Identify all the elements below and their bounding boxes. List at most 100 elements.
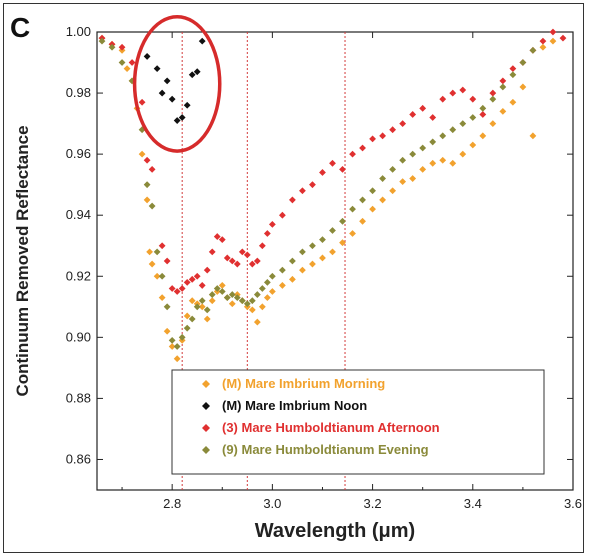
data-point (319, 169, 326, 176)
data-point (188, 71, 196, 79)
data-point (228, 257, 236, 265)
data-point (278, 211, 286, 219)
data-point (173, 288, 181, 295)
x-tick-label: 3.4 (464, 496, 482, 511)
data-point (188, 315, 196, 323)
highlight-ellipse (132, 14, 222, 153)
data-point (253, 291, 261, 298)
data-point (128, 59, 136, 66)
data-point (359, 196, 366, 204)
data-point (379, 175, 386, 182)
data-point (389, 187, 397, 195)
data-point (369, 187, 376, 195)
y-tick-label: 1.00 (66, 24, 91, 39)
data-point (183, 312, 191, 320)
data-point (299, 248, 306, 256)
y-tick-label: 0.90 (66, 329, 91, 344)
data-point (519, 59, 527, 66)
x-tick-label: 3.0 (263, 496, 281, 511)
data-point (309, 260, 316, 268)
data-point (399, 178, 407, 186)
data-point (178, 333, 186, 341)
data-point (439, 156, 447, 164)
data-point (163, 77, 171, 85)
data-point (499, 107, 507, 115)
data-point (529, 46, 537, 54)
data-point (218, 288, 226, 295)
data-point (309, 181, 316, 189)
data-point (419, 166, 427, 173)
panel-label: C (10, 12, 31, 43)
legend-marker (202, 446, 210, 454)
data-point (479, 111, 487, 118)
data-point (309, 242, 316, 250)
x-tick-label: 2.8 (163, 496, 181, 511)
data-point (359, 144, 366, 152)
data-point (188, 297, 196, 305)
data-point (389, 126, 397, 134)
data-point (118, 43, 126, 51)
data-point (369, 205, 376, 213)
data-point (509, 65, 517, 73)
data-point (198, 37, 206, 45)
y-tick-label: 0.88 (66, 390, 91, 405)
data-point (519, 83, 527, 91)
data-point (329, 248, 336, 256)
data-point (489, 120, 497, 127)
data-point (158, 294, 166, 302)
data-point (289, 275, 296, 283)
data-point (339, 217, 346, 225)
data-point (243, 251, 251, 259)
data-point (529, 132, 537, 140)
data-point (233, 294, 241, 302)
data-point (289, 257, 296, 265)
data-point (238, 297, 246, 305)
data-point (349, 205, 356, 213)
data-point (419, 144, 427, 152)
data-point (153, 248, 161, 256)
legend-label: (9) Mare Humboldtianum Evening (222, 442, 429, 457)
data-point (263, 278, 271, 286)
data-point (449, 159, 457, 167)
data-point (389, 166, 397, 173)
legend-marker (202, 402, 210, 410)
data-point (439, 95, 447, 103)
data-point (469, 95, 477, 103)
data-point (168, 336, 176, 344)
x-axis: 2.8 3.0 3.2 3.4 3.6 (121, 32, 582, 511)
series-1 (143, 37, 206, 124)
data-point (349, 230, 356, 237)
data-point (193, 68, 201, 76)
data-point (549, 28, 557, 36)
data-point (223, 294, 231, 302)
series-3 (98, 37, 537, 350)
data-point (138, 150, 146, 158)
data-points (98, 28, 567, 363)
data-point (499, 77, 507, 85)
data-point (168, 343, 176, 350)
data-point (263, 230, 271, 237)
data-point (143, 53, 151, 60)
data-point (178, 285, 186, 292)
data-point (429, 138, 437, 146)
data-point (539, 43, 547, 51)
data-point (143, 181, 151, 189)
legend-label: (M) Mare Imbrium Morning (222, 376, 385, 391)
data-point (213, 285, 221, 292)
data-point (146, 248, 154, 256)
data-point (359, 217, 366, 225)
x-axis-title: Wavelength (μm) (255, 520, 415, 542)
data-point (158, 272, 166, 280)
data-point (163, 257, 171, 265)
data-point (469, 141, 477, 149)
data-point (278, 282, 286, 289)
data-point (213, 233, 221, 240)
data-point (379, 132, 386, 140)
data-point (183, 278, 191, 286)
data-point (203, 266, 211, 274)
data-point (243, 300, 251, 308)
data-point (253, 257, 261, 265)
data-point (208, 297, 216, 305)
data-point (248, 297, 256, 305)
